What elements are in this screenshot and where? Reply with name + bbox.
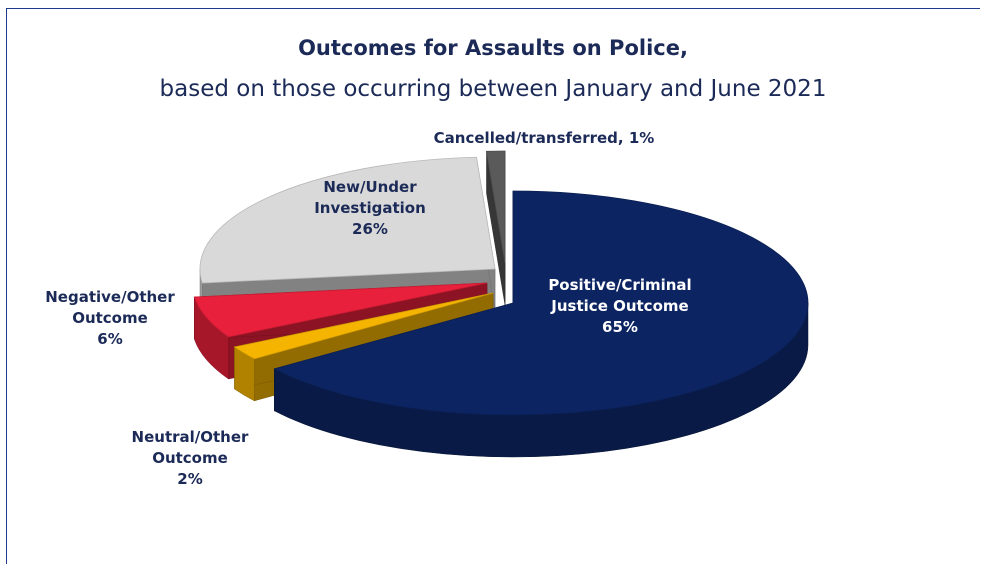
slice-label-1: Neutral/Other Outcome 2% <box>132 428 249 488</box>
chart-frame <box>6 8 980 564</box>
pie-slice-1 <box>233 292 494 360</box>
chart-subtitle: based on those occurring between January… <box>159 76 827 102</box>
slice-label-0: Positive/Criminal Justice Outcome 65% <box>548 276 691 336</box>
pie-slice-2 <box>193 282 488 338</box>
slice-label-4: Cancelled/transferred, 1% <box>434 129 655 147</box>
pie-slice-4 <box>486 150 506 264</box>
pie-slice-0 <box>273 190 809 416</box>
pie-slice-3 <box>199 156 496 284</box>
slice-label-3: New/Under Investigation 26% <box>314 178 426 238</box>
slice-label-2: Negative/Other Outcome 6% <box>45 288 175 348</box>
chart-title: Outcomes for Assaults on Police, <box>298 36 688 60</box>
